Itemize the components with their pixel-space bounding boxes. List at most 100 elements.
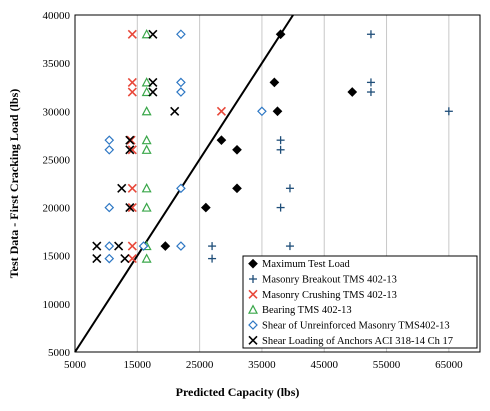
y-tick-label: 15000 <box>43 251 71 263</box>
x-tick-label: 35000 <box>248 359 276 371</box>
legend-label: Shear Loading of Anchors ACI 318-14 Ch 1… <box>262 336 453 347</box>
x-tick-label: 5000 <box>64 359 87 371</box>
legend-label: Bearing TMS 402-13 <box>262 305 352 316</box>
legend-label: Masonry Breakout TMS 402-13 <box>262 275 397 286</box>
data-point <box>444 107 453 116</box>
legend-marker <box>248 335 258 345</box>
data-point <box>141 253 152 263</box>
data-point <box>138 241 149 251</box>
data-point <box>125 135 135 145</box>
legend-marker <box>248 289 258 299</box>
data-point <box>347 87 358 97</box>
data-point <box>104 253 115 264</box>
data-point <box>232 183 242 194</box>
data-point <box>216 135 227 146</box>
series-5 <box>104 29 267 264</box>
legend-item: Bearing TMS 402-13 <box>248 304 352 316</box>
data-point <box>114 241 124 251</box>
data-point <box>216 106 226 116</box>
data-point <box>208 242 217 251</box>
data-point <box>366 88 375 97</box>
data-point <box>269 77 280 88</box>
data-point <box>104 202 115 213</box>
data-point <box>127 241 137 251</box>
data-point <box>127 77 137 87</box>
data-point <box>127 145 137 155</box>
data-point <box>176 241 186 251</box>
data-point <box>141 183 152 193</box>
data-point <box>125 203 135 213</box>
data-point <box>141 28 152 39</box>
data-point <box>276 145 285 154</box>
series-4 <box>141 28 152 263</box>
y-tick-label: 30000 <box>43 106 71 118</box>
data-point <box>275 29 286 40</box>
x-tick-label: 25000 <box>186 359 214 371</box>
data-point <box>104 135 115 146</box>
data-point <box>366 78 375 87</box>
legend-label: Maximum Test Load <box>262 259 350 270</box>
legend-item: Masonry Crushing TMS 402-13 <box>248 289 397 301</box>
data-point <box>127 203 137 213</box>
y-tick-label: 40000 <box>43 10 71 22</box>
data-point <box>126 135 136 145</box>
y-tick-label: 10000 <box>43 299 71 311</box>
data-point <box>176 29 186 40</box>
data-point <box>141 106 152 116</box>
legend-marker <box>248 304 258 314</box>
data-point <box>276 136 285 145</box>
y-tick-label: 5000 <box>48 347 71 359</box>
data-point <box>160 241 171 251</box>
data-point <box>104 241 115 251</box>
data-point <box>127 29 137 39</box>
data-point <box>127 183 137 193</box>
x-tick-label: 65000 <box>435 359 463 371</box>
data-point <box>141 202 152 212</box>
data-point <box>176 183 186 194</box>
data-point <box>272 106 283 117</box>
legend-marker <box>248 258 258 269</box>
data-point <box>141 144 152 154</box>
plot-area-border <box>74 14 481 353</box>
series-2 <box>208 30 453 263</box>
data-point <box>208 254 217 263</box>
data-point <box>148 29 158 39</box>
data-point <box>285 242 294 251</box>
data-point <box>257 106 267 117</box>
y-tick-label: 25000 <box>43 154 71 166</box>
y-axis-title: Test Data - First Cracking Load (lbs) <box>7 89 21 279</box>
data-point <box>176 87 186 97</box>
series-1 <box>160 29 358 251</box>
data-point <box>366 30 375 39</box>
legend-label: Shear of Unreinforced Masonry TMS402-13 <box>262 321 450 332</box>
legend-label: Masonry Crushing TMS 402-13 <box>262 290 397 301</box>
data-point <box>170 106 180 116</box>
data-point <box>285 184 294 193</box>
data-point <box>127 87 137 97</box>
data-point <box>176 77 186 88</box>
x-tick-label: 55000 <box>373 359 401 371</box>
y-tick-label: 20000 <box>43 203 71 215</box>
series-6 <box>92 29 180 264</box>
legend-marker <box>249 275 257 283</box>
data-point <box>141 77 152 87</box>
legend-item: Shear of Unreinforced Masonry TMS402-13 <box>248 320 450 332</box>
data-point <box>148 77 158 87</box>
data-point <box>92 254 102 264</box>
data-point <box>148 87 158 97</box>
data-point <box>117 183 127 193</box>
series-3 <box>126 29 226 264</box>
y-tick-label: 35000 <box>43 58 71 70</box>
data-point <box>125 145 135 155</box>
legend-item: Masonry Breakout TMS 402-13 <box>249 275 397 286</box>
equality-line <box>74 14 294 353</box>
legend-marker <box>248 320 258 330</box>
x-tick-label: 45000 <box>310 359 338 371</box>
data-point <box>232 144 242 155</box>
data-point <box>141 134 152 145</box>
legend: Maximum Test Load Masonry Breakout TMS 40… <box>242 255 478 349</box>
data-point <box>104 144 115 155</box>
data-point <box>92 241 102 251</box>
x-axis-title: Predicted Capacity (lbs) <box>176 385 300 399</box>
